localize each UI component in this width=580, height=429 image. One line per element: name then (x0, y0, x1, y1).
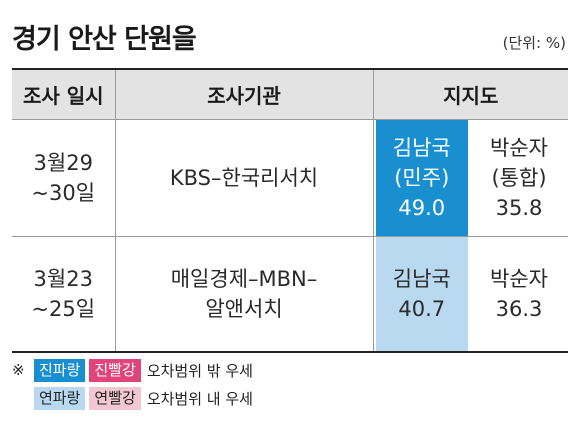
date-line: ~30일 (31, 180, 96, 205)
candidate-name: 김남국 (392, 135, 451, 160)
date-line: ~25일 (31, 296, 96, 321)
candidate-a-cell: 김남국 (민주) 49.0 (372, 118, 470, 237)
candidate-a-highlight: 김남국 40.7 (375, 236, 468, 351)
candidate-b-cell: 박순자 36.3 (470, 235, 569, 353)
header-pollster: 조사기관 (114, 68, 374, 120)
legend-chip-light-red: 연빨강 (89, 386, 141, 410)
legend-chip-dark-blue: 진파랑 (34, 358, 86, 382)
legend-desc: 오차범위 내 우세 (146, 389, 253, 408)
date-line: 3월23 (33, 266, 93, 291)
legend-desc: 오차범위 밖 우세 (146, 361, 253, 380)
table-row: 3월23 ~25일 매일경제–MBN– 알앤서치 김남국 40.7 박순자 36… (12, 235, 569, 353)
legend: ※ 진파랑 진빨강 오차범위 밖 우세 연파랑 연빨강 오차범위 내 우세 (12, 356, 253, 412)
candidate-name: 박순자 (490, 266, 548, 291)
unit-label: (단위: %) (502, 34, 566, 52)
pollster-name: 매일경제–MBN– (170, 266, 318, 291)
pollster-cell: 매일경제–MBN– 알앤서치 (114, 235, 374, 353)
candidate-value: 40.7 (398, 296, 446, 321)
date-cell: 3월23 ~25일 (12, 235, 116, 353)
legend-row-within-margin: 연파랑 연빨강 오차범위 내 우세 (12, 384, 253, 412)
header-support: 지지도 (372, 68, 569, 120)
poll-table: 조사 일시 조사기관 지지도 3월29 ~30일 KBS–한국리서치 김남국 (… (12, 68, 569, 353)
pollster-cell: KBS–한국리서치 (114, 118, 374, 237)
legend-chip-light-blue: 연파랑 (34, 386, 86, 410)
candidate-party: (통합) (491, 165, 547, 190)
page-title: 경기 안산 단원을 (12, 24, 197, 55)
candidate-value: 49.0 (398, 195, 446, 220)
pollster-name: KBS–한국리서치 (169, 165, 319, 190)
candidate-a-highlight: 김남국 (민주) 49.0 (375, 119, 468, 236)
legend-row-outside-margin: ※ 진파랑 진빨강 오차범위 밖 우세 (12, 356, 253, 384)
date-cell: 3월29 ~30일 (12, 118, 116, 237)
date-line: 3월29 (33, 150, 93, 175)
candidate-name: 김남국 (392, 266, 451, 291)
candidate-value: 36.3 (495, 296, 543, 321)
table-row: 3월29 ~30일 KBS–한국리서치 김남국 (민주) 49.0 박순자 (통… (12, 118, 569, 237)
candidate-a-cell: 김남국 40.7 (372, 235, 470, 353)
legend-chip-dark-red: 진빨강 (89, 358, 141, 382)
candidate-value: 35.8 (495, 195, 543, 220)
pollster-name: 알앤서치 (205, 296, 283, 321)
header-date: 조사 일시 (12, 68, 116, 120)
candidate-party: (민주) (394, 165, 450, 190)
table-header-row: 조사 일시 조사기관 지지도 (12, 68, 569, 120)
candidate-name: 박순자 (490, 135, 548, 160)
note-mark: ※ (12, 361, 25, 379)
candidate-b-cell: 박순자 (통합) 35.8 (470, 118, 569, 237)
